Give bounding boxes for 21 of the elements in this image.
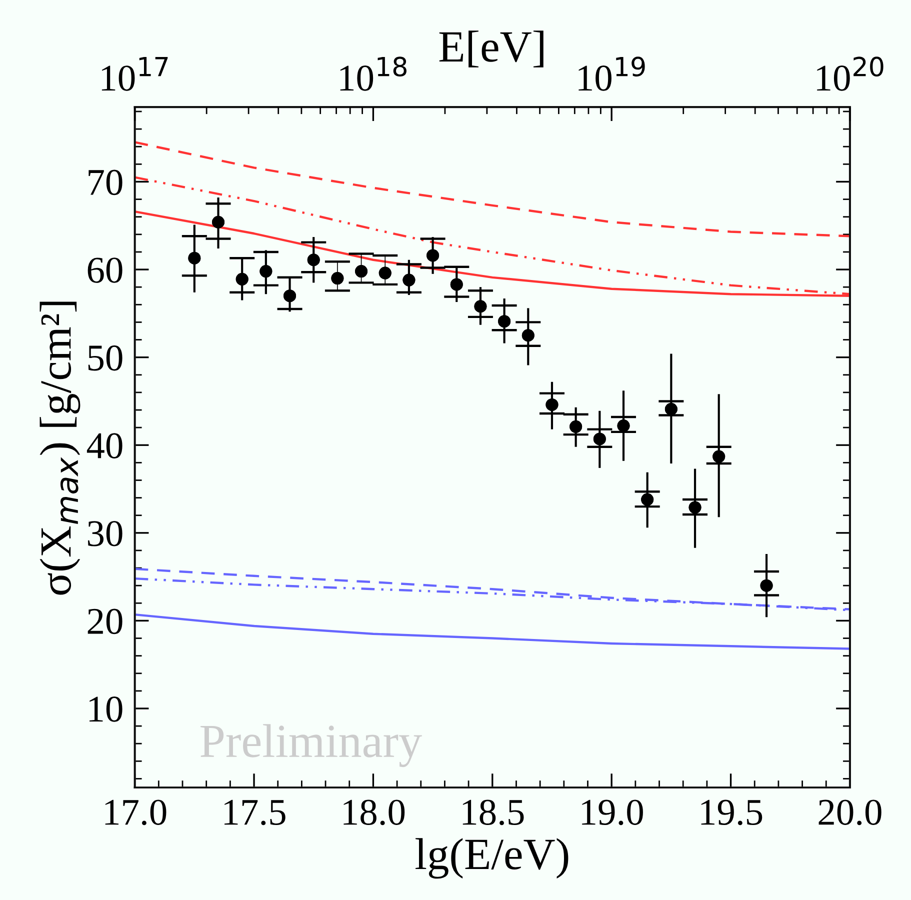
x2-tick-label: 10$^{17}$ [102,57,168,91]
y-tick-label: 50 [88,345,122,371]
y-tick-label: 70 [88,170,122,196]
y-tick-label: 20 [88,608,122,634]
x2-tick-label: 10$^{18}$ [340,56,406,91]
x-axis-title: lg(E/eV) [416,838,568,879]
x2-tick-label: 10$^{19}$ [578,56,645,91]
y-tick-label: 40 [86,433,122,458]
x-tick-label: 20.0 [818,800,882,826]
x-tick-label: 17.5 [224,800,286,826]
y-tick-label: 30 [88,520,122,546]
x-tick-label: 18.0 [344,800,405,826]
x-tick-label: 17.0 [105,800,166,826]
x2-tick-label: 10$^{20}$ [817,56,884,91]
x-tick-label: 19.5 [701,800,762,826]
y-tick-label: 60 [88,258,122,283]
x-tick-label: 18.5 [462,800,524,826]
x2-axis-title: E[eV] [439,30,544,68]
x-tick-label: 19.0 [582,800,643,826]
y-tick-label: 10 [90,696,122,722]
y-axis-title: σ(X$_{max}$) [g/cm²] [40,302,80,595]
